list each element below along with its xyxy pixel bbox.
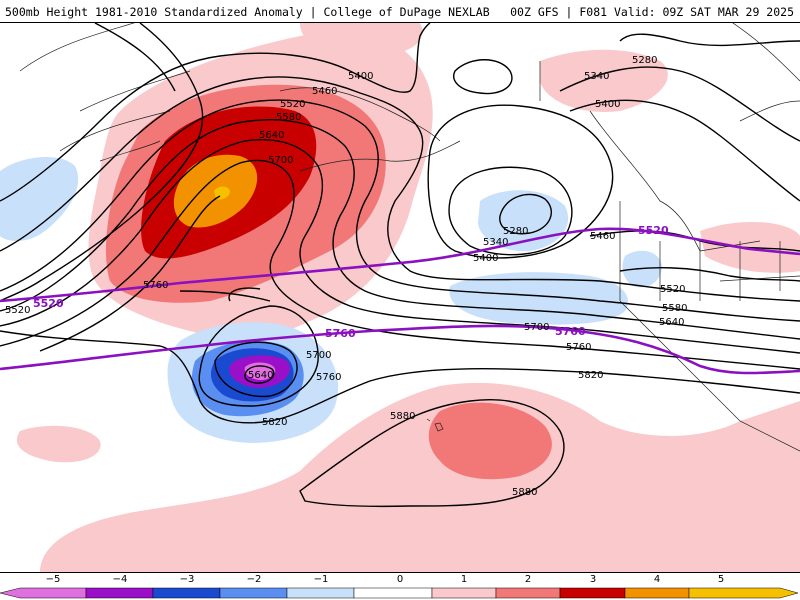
- contour-label: 5280: [632, 55, 657, 66]
- contour-label: 5520: [5, 305, 30, 316]
- reference-label: 5520: [33, 297, 64, 310]
- color-swatch-zero: [353, 587, 433, 599]
- anomaly-plus1-topright: [540, 49, 668, 112]
- color-scale-tick: −2: [246, 574, 262, 585]
- reference-label: 5760: [555, 325, 586, 338]
- color-swatch-pos2: [495, 587, 561, 599]
- contour-alaska-5460: [427, 104, 614, 259]
- header-bar: 500mb Height 1981-2010 Standardized Anom…: [0, 0, 800, 22]
- contour-5520-north: [0, 99, 800, 322]
- map-title: 500mb Height 1981-2010 Standardized Anom…: [5, 5, 490, 19]
- color-scale-tick: −4: [112, 574, 128, 585]
- contour-label: 5280: [503, 226, 528, 237]
- contour-label: 5640: [659, 317, 684, 328]
- contour-label: 5520: [660, 284, 685, 295]
- color-scale-tick: −3: [179, 574, 195, 585]
- map-panel: 5400 5460 5520 5580 5640 5700 5760 5340 …: [0, 22, 800, 573]
- color-scale-ticks: −5 −4 −3 −2 −1 0 1 2 3 4 5: [0, 573, 800, 587]
- color-swatch-pos4: [624, 587, 690, 599]
- contour-label: 5700: [306, 350, 331, 361]
- color-swatch-neg3: [152, 587, 221, 599]
- contour-label: 5520: [280, 99, 305, 110]
- contour-label: 5760: [143, 280, 168, 291]
- contour-label: 5760: [566, 342, 591, 353]
- contour-5460-north: [0, 76, 800, 302]
- anomaly-plus1-west: [16, 425, 101, 463]
- color-swatch-neg2: [219, 587, 288, 599]
- anomaly-minus1-nw: [0, 156, 79, 241]
- reference-contours: [0, 227, 800, 375]
- contour-5520-ne: [619, 267, 800, 282]
- contour-label: 5400: [348, 71, 373, 82]
- contour-label: 5640: [248, 370, 273, 381]
- contour-label: 5340: [483, 237, 508, 248]
- color-scale-tick: 4: [653, 574, 661, 585]
- color-scale-tick: 3: [589, 574, 597, 585]
- color-swatch-neg1: [286, 587, 355, 599]
- contour-label: 5460: [590, 231, 615, 242]
- anomaly-map: 5400 5460 5520 5580 5640 5700 5760 5340 …: [0, 23, 800, 572]
- color-swatch-neg5: [0, 587, 87, 599]
- contour-5640-low: [244, 365, 275, 384]
- contour-labels: 5400 5460 5520 5580 5640 5700 5760 5340 …: [5, 55, 687, 498]
- contour-label: 5580: [662, 303, 687, 314]
- anomaly-shading: [0, 23, 800, 572]
- contour-label: 5700: [268, 155, 293, 166]
- contour-5400-ne: [569, 99, 800, 202]
- color-swatch-pos5: [688, 587, 799, 599]
- contour-5580-north: [0, 119, 800, 340]
- contour-label: 5580: [276, 112, 301, 123]
- color-scale-tick: −1: [313, 574, 329, 585]
- contour-label: 5820: [262, 417, 287, 428]
- anomaly-plus1-nwtop: [300, 23, 423, 56]
- contour-5340-north: [0, 23, 204, 302]
- color-swatch-pos1: [431, 587, 497, 599]
- coastlines: [19, 23, 800, 452]
- color-swatch-pos3: [559, 587, 626, 599]
- color-swatch-neg4: [85, 587, 154, 599]
- color-scale-tick: 0: [396, 574, 404, 585]
- anomaly-plus5: [214, 186, 230, 200]
- contour-label: 5400: [473, 253, 498, 264]
- contour-label: 5880: [512, 487, 537, 498]
- contour-alaska-5400: [448, 166, 573, 256]
- contour-5640-north: [0, 139, 800, 354]
- anomaly-plus2-south: [428, 402, 552, 480]
- contour-label: 5640: [259, 130, 284, 141]
- contour-5340-ne: [559, 66, 800, 142]
- contour-alaska-low: [499, 193, 552, 235]
- contour-5760-low: [198, 287, 319, 407]
- contour-5700-low: [214, 341, 298, 398]
- contour-5760-north: [39, 195, 271, 352]
- color-scale-tick: −5: [45, 574, 61, 585]
- anomaly-minus1-band: [449, 272, 629, 325]
- contour-label: 5400: [595, 99, 620, 110]
- contour-5280-north: [94, 23, 176, 92]
- color-scale-tick: 5: [717, 574, 725, 585]
- reference-5520-line: [0, 227, 800, 303]
- reference-5760-line: [0, 324, 800, 375]
- contour-label: 5460: [312, 86, 337, 97]
- contour-5400-north: [0, 23, 431, 202]
- height-contours: [0, 23, 800, 508]
- contour-5280-ne: [619, 33, 800, 47]
- contour-label: 5760: [316, 372, 341, 383]
- contour-5880: [299, 399, 565, 508]
- anomaly-plus1-south: [40, 382, 800, 572]
- contour-label: 5700: [524, 322, 549, 333]
- contour-5820-low: [0, 330, 800, 424]
- color-scale: −5 −4 −3 −2 −1 0 1 2 3 4 5: [0, 573, 800, 600]
- contour-label: 5880: [390, 411, 415, 422]
- contour-5700-north: [0, 159, 800, 370]
- reference-label: 5760: [325, 327, 356, 340]
- contour-label: 5820: [578, 370, 603, 381]
- reference-label: 5520: [638, 224, 669, 237]
- reference-labels: 5520 5520 5760 5760: [33, 224, 669, 340]
- color-scale-bar: [0, 587, 799, 599]
- color-scale-tick: 1: [460, 574, 468, 585]
- model-run-info: 00Z GFS | F081 Valid: 09Z SAT MAR 29 202…: [510, 5, 794, 19]
- contour-label: 5340: [584, 71, 609, 82]
- contour-alaska-5340: [453, 59, 513, 95]
- color-scale-tick: 2: [524, 574, 532, 585]
